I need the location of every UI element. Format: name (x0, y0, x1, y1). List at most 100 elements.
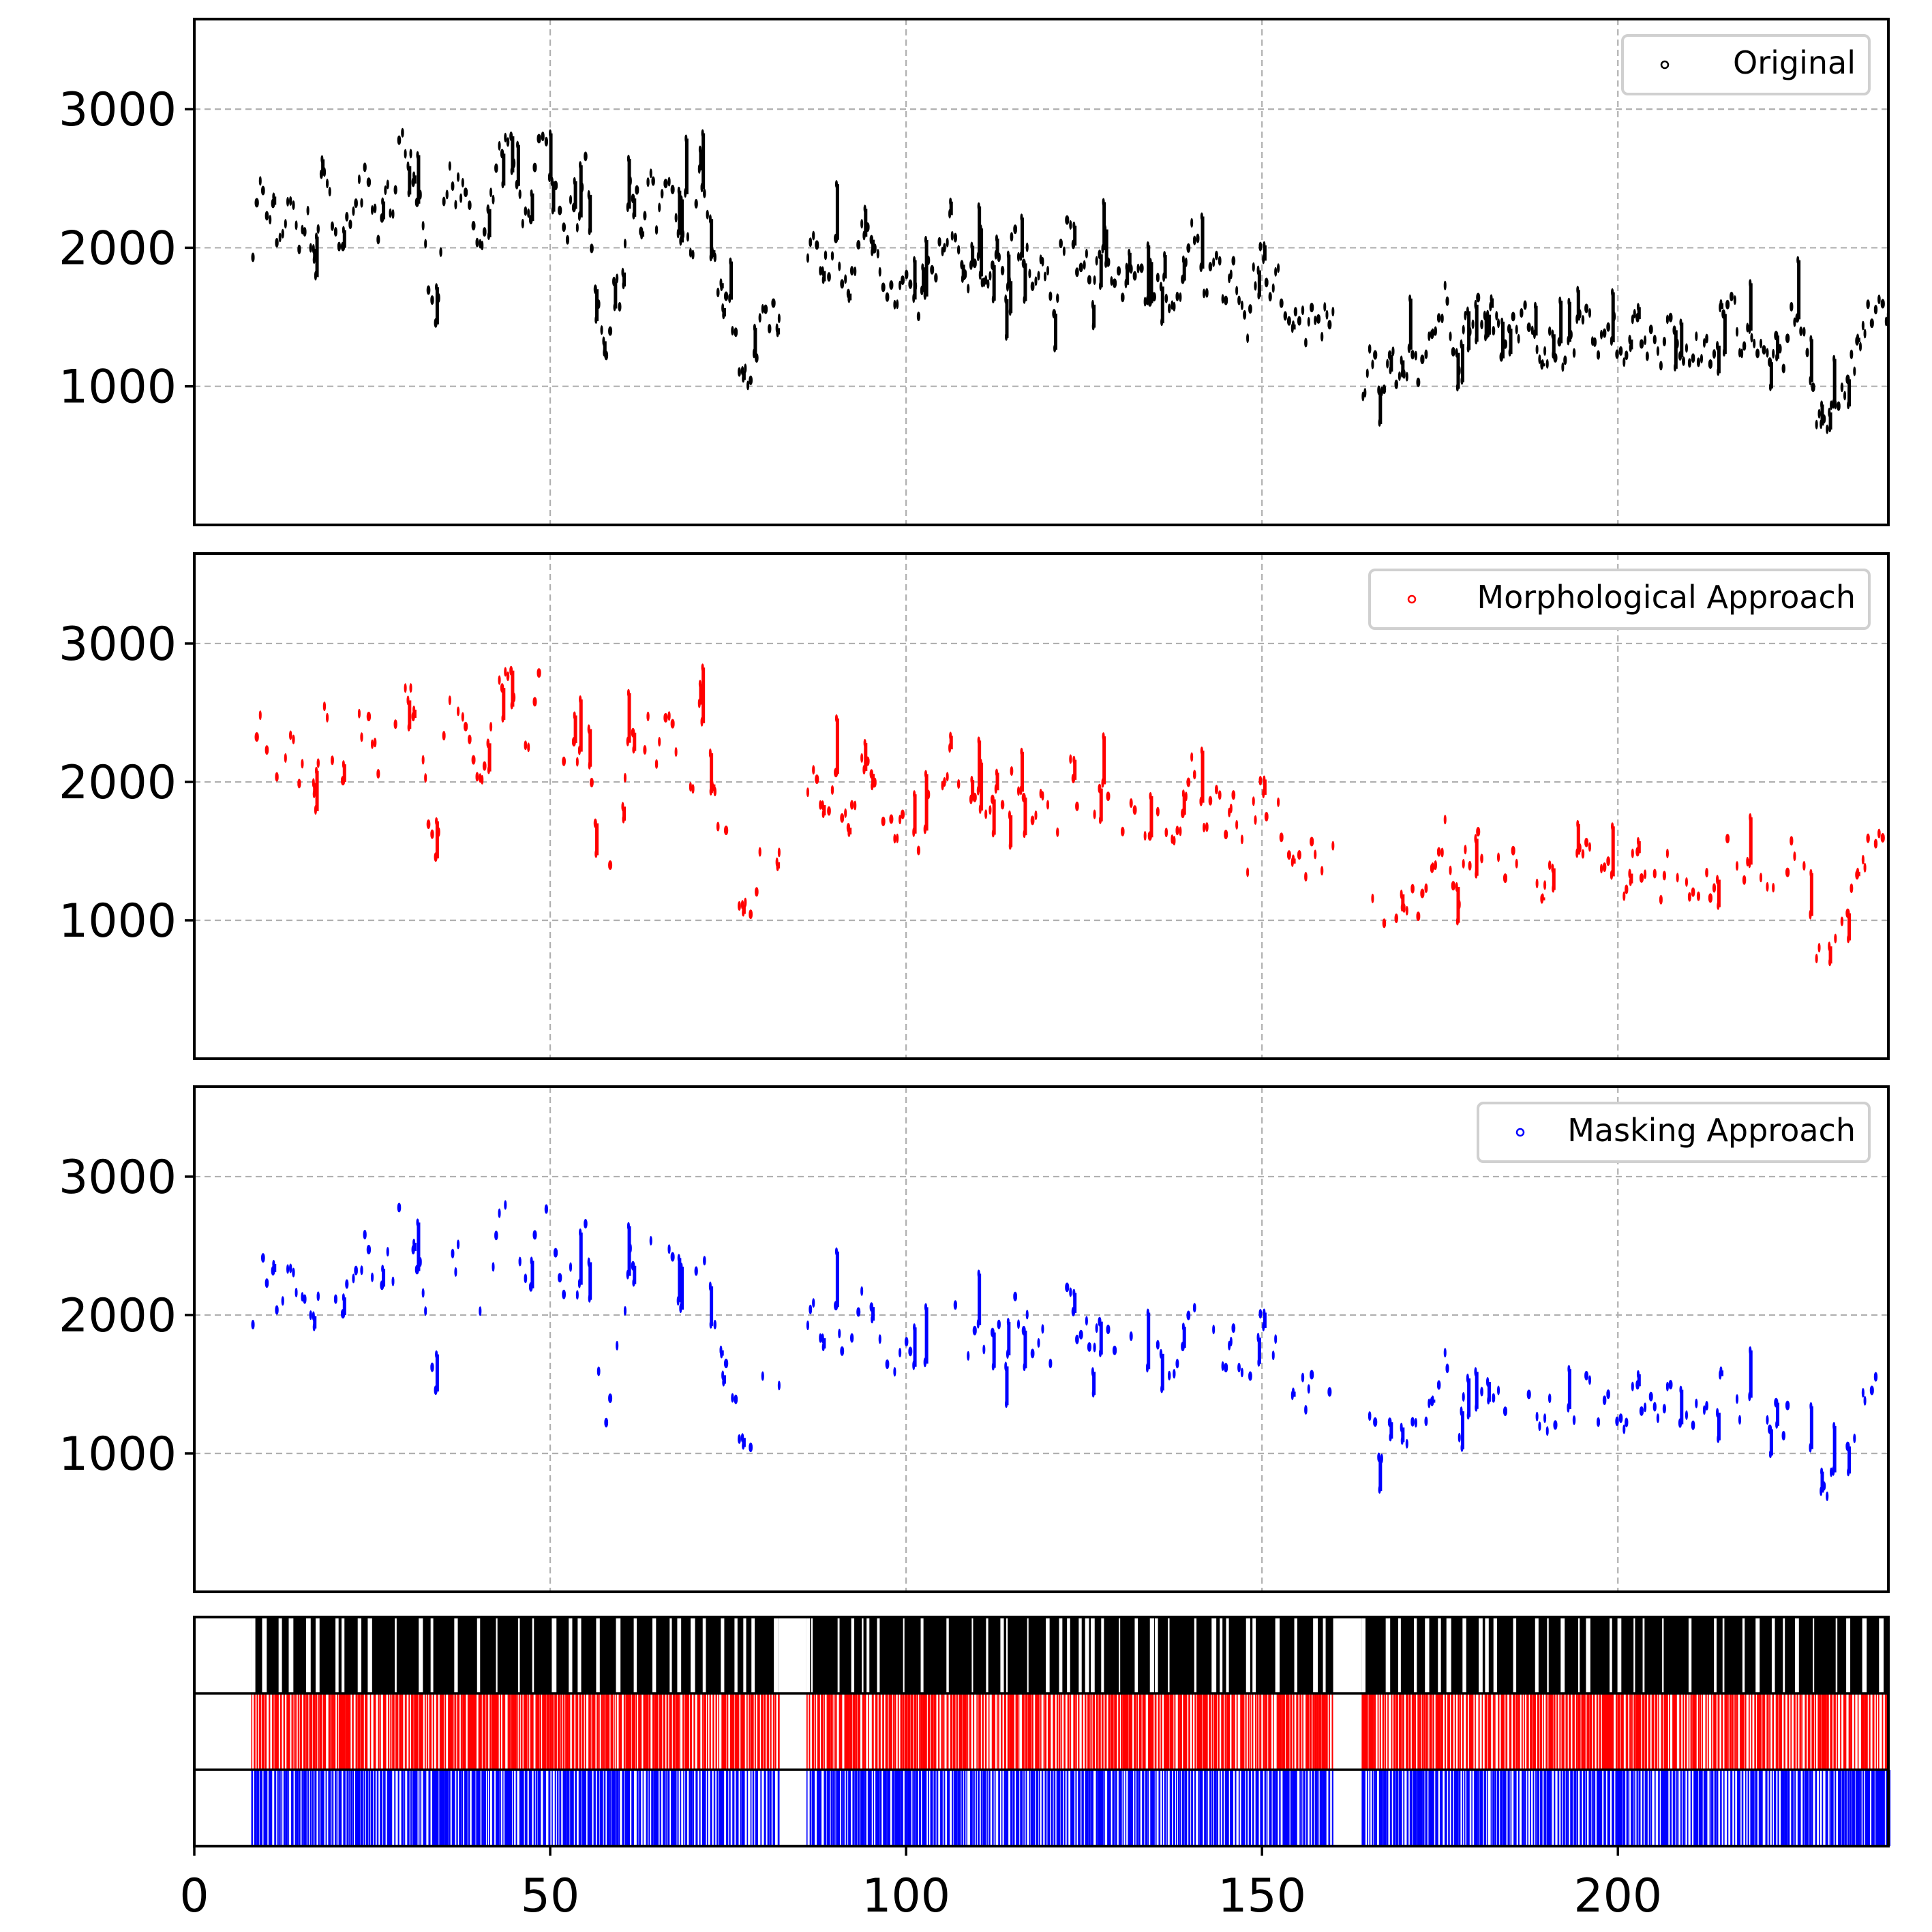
data-point-column (980, 762, 984, 811)
raster-line (518, 1693, 520, 1770)
data-point-cluster (1802, 861, 1806, 871)
data-point-column (1401, 360, 1405, 375)
raster-line (1126, 1693, 1129, 1770)
data-point-cluster (541, 132, 545, 142)
data-point-cluster (691, 250, 695, 260)
raster-line (675, 1693, 678, 1770)
raster-line (1393, 1770, 1395, 1846)
data-point-cluster (1631, 1381, 1634, 1391)
raster-line (1886, 1770, 1887, 1846)
data-point-cluster (1781, 1430, 1785, 1440)
raster-line (419, 1693, 421, 1770)
raster-line (535, 1693, 539, 1770)
data-point-cluster (1753, 338, 1756, 348)
raster-line (584, 1770, 586, 1846)
raster-line (1192, 1693, 1194, 1770)
data-point-cluster (986, 279, 990, 289)
raster-line (549, 1693, 552, 1770)
raster-line (1265, 1693, 1268, 1770)
raster-gap (1662, 1617, 1664, 1693)
raster-gap (691, 1617, 695, 1693)
data-point-cluster (1861, 320, 1865, 331)
data-point-cluster (312, 1323, 316, 1331)
data-point-cluster (258, 710, 262, 721)
raster-line (1419, 1693, 1421, 1770)
raster-line (1642, 1693, 1645, 1770)
raster-line (360, 1770, 363, 1846)
data-point-cluster (1398, 371, 1401, 381)
data-point-cluster (1847, 1468, 1850, 1477)
raster-line (814, 1693, 816, 1770)
raster-gap (920, 1617, 924, 1693)
data-point-column (408, 700, 412, 729)
data-point-cluster (1847, 935, 1850, 944)
data-point-cluster (827, 272, 831, 282)
raster-line (1731, 1693, 1734, 1770)
data-point-cluster (1492, 326, 1496, 336)
data-point-cluster (1274, 1334, 1278, 1344)
raster-line (1413, 1693, 1415, 1770)
data-point-cluster (1271, 283, 1275, 293)
raster-gap (1462, 1617, 1466, 1693)
data-point-cluster (1072, 221, 1076, 230)
data-point-cluster (1476, 292, 1481, 303)
raster-line (699, 1693, 701, 1770)
raster-line (1826, 1770, 1828, 1846)
raster-line (1515, 1770, 1517, 1846)
data-point-cluster (1665, 848, 1669, 858)
raster-line (1622, 1693, 1624, 1770)
raster-line (620, 1693, 622, 1770)
data-point-cluster (1762, 345, 1766, 355)
raster-line (328, 1770, 331, 1846)
raster-line (1323, 1693, 1326, 1770)
raster-line (603, 1770, 606, 1846)
raster-line (882, 1693, 884, 1770)
data-point-cluster (627, 154, 630, 163)
data-point-column (980, 228, 984, 277)
raster-line (1579, 1693, 1581, 1770)
data-point-cluster (901, 275, 905, 285)
raster-line (1754, 1693, 1757, 1770)
data-point-cluster (532, 162, 537, 172)
raster-line (1217, 1770, 1218, 1846)
raster-line (638, 1693, 640, 1770)
raster-line (332, 1770, 334, 1846)
raster-line (1144, 1693, 1146, 1770)
data-point-cluster (908, 279, 913, 289)
data-point-cluster (506, 137, 510, 147)
data-point-column (1460, 344, 1464, 382)
raster-line (857, 1693, 860, 1770)
raster-line (1188, 1770, 1191, 1846)
raster-line (1791, 1770, 1794, 1846)
data-point-cluster (1102, 732, 1105, 741)
legend-marker-icon (1515, 1128, 1525, 1137)
y-tick-label: 2000 (59, 222, 177, 275)
raster-line (1515, 1693, 1518, 1770)
raster-line (811, 1770, 815, 1846)
data-point-cluster (812, 230, 815, 241)
data-point-cluster (1391, 346, 1395, 357)
data-point-cluster (1132, 805, 1137, 815)
raster-line (1108, 1770, 1111, 1846)
data-point-column (1020, 751, 1024, 792)
raster-line (462, 1770, 464, 1846)
raster-line (452, 1693, 454, 1770)
raster-line (512, 1693, 515, 1770)
data-point-cluster (709, 253, 712, 262)
raster-line (868, 1693, 869, 1770)
raster-line (1072, 1770, 1075, 1846)
data-point-cluster (1873, 305, 1878, 315)
data-point-cluster (1880, 832, 1885, 843)
raster-line (857, 1770, 860, 1846)
data-point-cluster (1327, 320, 1332, 330)
raster-line (1395, 1693, 1399, 1770)
data-point-cluster (1440, 314, 1444, 324)
data-point-cluster (677, 1254, 680, 1263)
data-point-cluster (1416, 377, 1421, 387)
raster-line (867, 1770, 871, 1846)
raster-line (1036, 1770, 1039, 1846)
data-point-cluster (827, 806, 831, 816)
data-point-cluster (1008, 841, 1012, 850)
data-point-cluster (1497, 852, 1500, 862)
raster-line (712, 1693, 714, 1770)
